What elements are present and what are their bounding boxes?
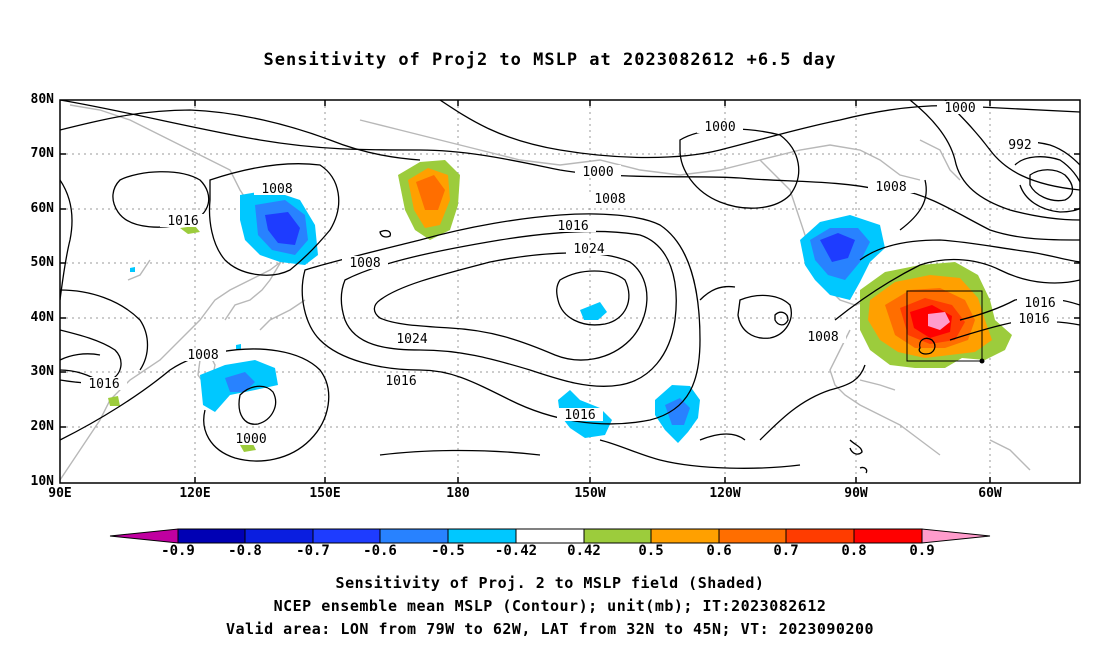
lon-label-60w: 60W xyxy=(978,486,1002,501)
map-frame xyxy=(59,99,1081,484)
contour-label: 1008 xyxy=(187,348,218,363)
colorbar-label: 0.8 xyxy=(841,543,867,559)
colorbar-cell xyxy=(650,528,720,544)
contour-label: 1016 xyxy=(167,214,198,229)
colorbar-cell xyxy=(379,528,449,544)
lon-label-180: 180 xyxy=(446,486,470,501)
contour-label: 992 xyxy=(1008,138,1031,153)
lat-label-20n: 20N xyxy=(30,419,54,434)
contour-label-layer: 1000 1008 1016 1000 992 1008 1000 1008 1… xyxy=(81,101,1063,447)
contour-label: 1016 xyxy=(1024,296,1055,311)
lon-label-150w: 150W xyxy=(574,486,606,501)
contour-label: 1016 xyxy=(1018,312,1049,327)
colorbar-label: 0.6 xyxy=(706,543,732,559)
colorbar-cell xyxy=(785,528,855,544)
contour-label: 1016 xyxy=(564,408,595,423)
colorbar-cell xyxy=(447,528,517,544)
mslp-contours xyxy=(60,100,1080,474)
contour-label: 1024 xyxy=(573,242,604,257)
colorbar-cell xyxy=(244,528,314,544)
contour-label: 1008 xyxy=(261,182,292,197)
contour-label: 1000 xyxy=(944,101,975,116)
colorbar xyxy=(109,528,991,544)
lat-label-40n: 40N xyxy=(30,310,54,325)
colorbar-cell xyxy=(853,528,923,544)
valid-area-box xyxy=(906,290,985,364)
caption-contour: NCEP ensemble mean MSLP (Contour); unit(… xyxy=(273,597,827,615)
coastlines xyxy=(60,104,1031,481)
colorbar-cell xyxy=(921,528,991,544)
contour-label: 1008 xyxy=(349,256,380,271)
caption-valid-area: Valid area: LON from 79W to 62W, LAT fro… xyxy=(225,620,875,638)
colorbar-label: 0.9 xyxy=(909,543,935,559)
lon-label-120w: 120W xyxy=(709,486,741,501)
colorbar-label: 0.7 xyxy=(773,543,799,559)
colorbar-cell xyxy=(583,528,652,544)
colorbar-label: -0.6 xyxy=(363,543,397,559)
colorbar-cell xyxy=(109,528,179,544)
lat-label-30n: 30N xyxy=(30,364,54,379)
lon-label-120e: 120E xyxy=(179,486,211,501)
contour-label: 1008 xyxy=(807,330,838,345)
colorbar-label: -0.8 xyxy=(228,543,262,559)
colorbar-label: -0.42 xyxy=(494,543,538,559)
lon-label-150e: 150E xyxy=(309,486,341,501)
lon-label-90e: 90E xyxy=(48,486,72,501)
colorbar-label: 0.42 xyxy=(567,543,601,559)
lat-label-50n: 50N xyxy=(30,255,54,270)
colorbar-cell xyxy=(312,528,381,544)
lat-label-10n: 10N xyxy=(30,474,54,489)
contour-label: 1024 xyxy=(396,332,427,347)
lat-label-80n: 80N xyxy=(30,92,54,107)
map-body xyxy=(60,100,1080,483)
contour-label: 1000 xyxy=(582,165,613,180)
lon-label-90w: 90W xyxy=(844,486,868,501)
colorbar-cell xyxy=(515,528,585,544)
lat-label-60n: 60N xyxy=(30,201,54,216)
caption-shading: Sensitivity of Proj. 2 to MSLP field (Sh… xyxy=(335,574,765,592)
lat-label-70n: 70N xyxy=(30,146,54,161)
contour-label: 1016 xyxy=(385,374,416,389)
map-title: Sensitivity of Proj2 to MSLP at 20230826… xyxy=(263,50,837,70)
colorbar-label: -0.5 xyxy=(431,543,465,559)
colorbar-label: -0.9 xyxy=(161,543,195,559)
contour-label: 1008 xyxy=(594,192,625,207)
colorbar-cell xyxy=(718,528,787,544)
contour-label: 1016 xyxy=(88,377,119,392)
contour-label: 1000 xyxy=(704,120,735,135)
contour-label: 1008 xyxy=(875,180,906,195)
contour-label: 1016 xyxy=(557,219,588,234)
colorbar-cell xyxy=(177,528,246,544)
contour-label: 1000 xyxy=(235,432,266,447)
colorbar-label: -0.7 xyxy=(296,543,330,559)
colorbar-label: 0.5 xyxy=(638,543,664,559)
